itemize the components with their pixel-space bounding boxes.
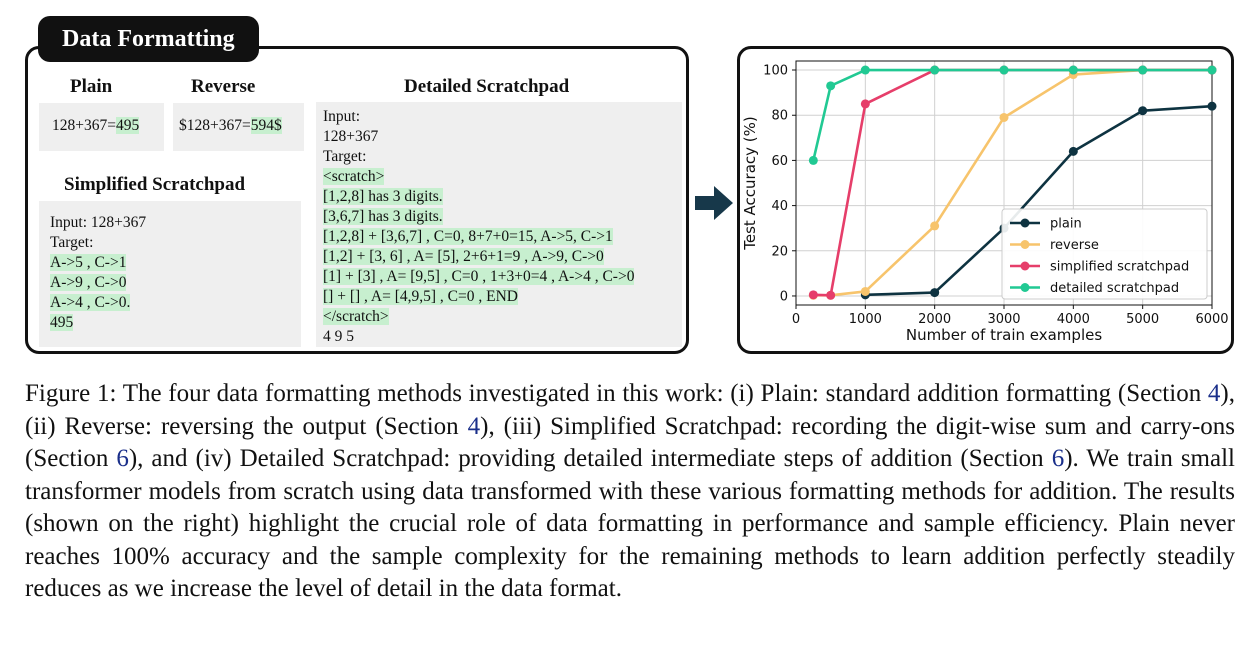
legend-marker	[1020, 240, 1030, 249]
detailed-line: Input:	[323, 108, 361, 125]
data-point	[930, 288, 940, 298]
x-tick-label: 0	[792, 312, 800, 327]
caption-text: ). We train small transformer models fro…	[25, 445, 1235, 602]
simplified-target-line: 495	[50, 314, 74, 331]
section-ref-link[interactable]: 4	[467, 412, 481, 440]
reverse-input: $128+367=	[179, 117, 251, 134]
arrow-right-icon	[695, 186, 733, 220]
data-point	[808, 155, 818, 165]
detailed-target-line: <scratch>	[323, 168, 385, 185]
figure-caption: Figure 1: The four data formatting metho…	[25, 378, 1235, 606]
detailed-target-line: [1,2] + [3, 6] , A= [5], 2+6+1=9 , A->9,…	[323, 248, 604, 265]
x-tick-label: 5000	[1126, 312, 1159, 327]
series-line-plain	[865, 104, 1213, 297]
legend-marker	[1020, 261, 1030, 271]
x-tick-label: 2000	[918, 312, 951, 327]
simplified-scratchpad-heading: Simplified Scratchpad	[64, 174, 246, 195]
data-point	[930, 65, 940, 75]
legend-marker	[1020, 218, 1030, 228]
data-point	[826, 290, 836, 300]
plain-example: 128+367=495	[39, 103, 164, 151]
legend-marker	[1020, 283, 1030, 292]
data-point	[808, 290, 818, 300]
legend-label: detailed scratchpad	[1050, 281, 1179, 296]
reverse-example: $128+367=594$	[173, 103, 304, 151]
y-tick-label: 20	[771, 244, 788, 259]
section-ref-link[interactable]: 6	[1051, 445, 1065, 472]
y-axis-title: Test Accuracy (%)	[741, 116, 759, 251]
plain-heading: Plain	[70, 76, 113, 97]
data-point	[860, 99, 870, 109]
reverse-answer: 594$	[250, 117, 282, 134]
simplified-scratchpad-example: Input: 128+367 Target: A->5 , C->1 A->9 …	[39, 201, 301, 347]
legend-label: reverse	[1050, 238, 1099, 253]
y-tick-label: 0	[780, 289, 788, 304]
detailed-target-line: [1] + [3] , A= [9,5] , C=0 , 1+3+0=4 , A…	[323, 268, 635, 285]
x-tick-label: 6000	[1195, 312, 1228, 327]
data-point	[1068, 146, 1078, 156]
y-tick-label: 40	[771, 199, 788, 214]
y-tick-label: 80	[771, 109, 788, 124]
detailed-scratchpad-example: Input: 128+367 Target: <scratch> [1,2,8]…	[316, 102, 682, 347]
simplified-line: Target:	[50, 234, 94, 251]
detailed-line: Target:	[323, 148, 367, 165]
caption-text: ), (iii) Simplified Scratchpad: recordin…	[25, 412, 1235, 473]
caption-text: Figure 1: The four data formatting metho…	[25, 380, 1208, 407]
data-point	[826, 81, 836, 91]
series-line-detailed-scratchpad	[812, 68, 1212, 161]
detailed-scratchpad-heading: Detailed Scratchpad	[404, 76, 570, 97]
reverse-heading: Reverse	[191, 76, 256, 97]
caption-text: ), (ii) Reverse: reversing the output (S…	[25, 380, 1235, 440]
plain-answer: 495	[115, 117, 140, 134]
legend-box	[1001, 208, 1208, 300]
simplified-target-line: A->5 , C->1	[50, 254, 127, 271]
detailed-final-line: 4 9 5	[323, 328, 354, 345]
data-point	[1138, 106, 1148, 116]
data-point	[860, 65, 870, 75]
data-point	[1207, 65, 1217, 75]
simplified-target-line: A->4 , C->0.	[50, 294, 131, 311]
section-ref-link[interactable]: 6	[116, 445, 129, 472]
data-point	[1068, 65, 1078, 75]
simplified-line: Input: 128+367	[50, 214, 147, 231]
plain-input: 128+367=	[52, 117, 116, 134]
panel-title: Data Formatting	[38, 16, 259, 62]
accuracy-chart-panel: 0 1000 2000 3000 4000 5000 6000 0 20 40 60 80 100 Num…	[737, 46, 1234, 354]
detailed-target-line: [] + [] , A= [4,9,5] , C=0 , END	[323, 288, 518, 305]
x-tick-label: 1000	[849, 312, 882, 327]
x-axis-title: Number of train examples	[906, 326, 1102, 344]
data-point	[999, 65, 1009, 75]
data-point	[999, 112, 1009, 122]
section-ref-link[interactable]: 4	[1207, 380, 1221, 407]
detailed-target-line: [3,6,7] has 3 digits.	[323, 208, 443, 225]
data-point	[1207, 101, 1217, 111]
data-point	[930, 221, 940, 231]
x-tick-label: 4000	[1057, 312, 1090, 327]
x-tick-label: 3000	[987, 312, 1020, 327]
caption-text: ), and (iv) Detailed Scratchpad: providi…	[128, 445, 1052, 472]
y-tick-label: 60	[771, 154, 788, 169]
detailed-target-line: </scratch>	[323, 308, 389, 325]
data-point	[1138, 65, 1148, 75]
data-point	[860, 286, 870, 296]
y-tick-label: 100	[763, 64, 788, 79]
detailed-line: 128+367	[323, 128, 379, 145]
legend-label: plain	[1050, 217, 1082, 232]
legend-label: simplified scratchpad	[1050, 260, 1189, 275]
simplified-target-line: A->9 , C->0	[50, 274, 127, 291]
accuracy-line-chart: 0 1000 2000 3000 4000 5000 6000 0 20 40 60 80 100 Num…	[741, 60, 1229, 344]
detailed-target-line: [1,2,8] has 3 digits.	[323, 188, 443, 205]
detailed-target-line: [1,2,8] + [3,6,7] , C=0, 8+7+0=15, A->5,…	[323, 228, 613, 245]
